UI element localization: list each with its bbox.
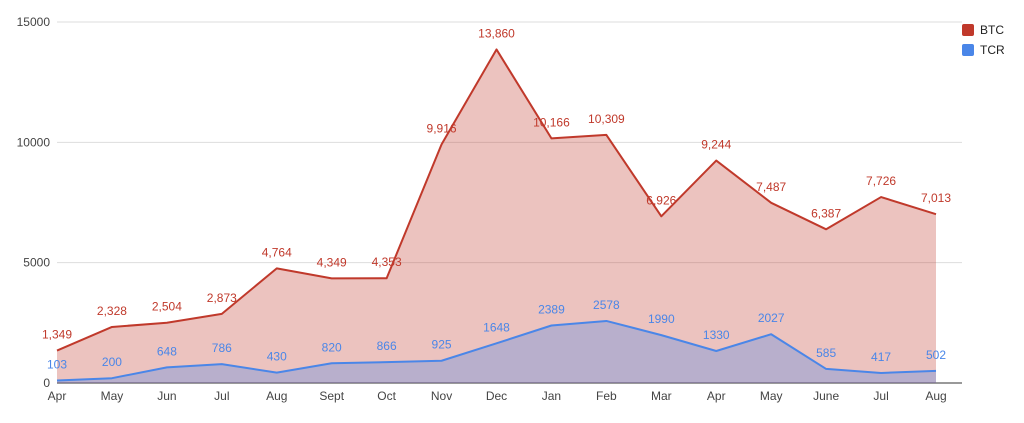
- data-label-btc: 7,487: [756, 180, 786, 194]
- data-label-btc: 4,349: [317, 255, 347, 269]
- data-label-btc: 9,916: [427, 121, 457, 135]
- data-label-tcr: 866: [377, 339, 397, 353]
- area-tcr: [57, 320, 936, 383]
- data-label-btc: 4,764: [262, 245, 292, 259]
- data-label-btc: 2,328: [97, 304, 127, 318]
- x-tick-label: Mar: [651, 389, 672, 403]
- series-lines: [56, 48, 937, 382]
- data-label-tcr: 2027: [758, 311, 785, 325]
- data-label-btc: 7,013: [921, 191, 951, 205]
- y-tick-label: 15000: [17, 15, 51, 29]
- data-label-tcr: 430: [267, 350, 287, 364]
- legend: BTC TCR: [962, 23, 1005, 57]
- line-tcr: [56, 319, 937, 382]
- legend-swatch-btc: [962, 24, 974, 36]
- gridlines: [57, 21, 962, 384]
- data-label-btc: 13,860: [478, 26, 515, 40]
- data-label-tcr: 417: [871, 350, 891, 364]
- legend-label-tcr: TCR: [980, 43, 1005, 57]
- data-label-btc: 6,926: [646, 193, 676, 207]
- x-tick-label: June: [813, 389, 839, 403]
- y-tick-label: 0: [43, 376, 50, 390]
- x-tick-label: Jan: [542, 389, 561, 403]
- legend-label-btc: BTC: [980, 23, 1004, 37]
- x-tick-label: Apr: [48, 389, 67, 403]
- x-tick-label: Oct: [377, 389, 396, 403]
- x-tick-label: Jul: [214, 389, 229, 403]
- data-label-tcr: 200: [102, 355, 122, 369]
- x-axis-ticks: Apr May Jun Jul Aug Sept Oct Nov Dec Jan Feb Mar Apr…: [48, 389, 947, 403]
- x-tick-label: Jun: [157, 389, 176, 403]
- data-label-btc: 2,873: [207, 291, 237, 305]
- data-label-tcr: 925: [432, 338, 452, 352]
- data-label-btc: 2,504: [152, 300, 182, 314]
- data-label-btc: 4,353: [372, 255, 402, 269]
- data-label-tcr: 585: [816, 346, 836, 360]
- x-tick-label: Apr: [707, 389, 726, 403]
- data-label-btc: 1,349: [42, 328, 72, 342]
- x-tick-label: Jul: [873, 389, 888, 403]
- data-labels: 1,349 2,328 2,504 2,873 4,764 4,349 4,353 9,916…: [42, 26, 951, 371]
- x-tick-label: Aug: [925, 389, 946, 403]
- y-axis-ticks: 0 5000 10000 15000: [17, 15, 51, 390]
- data-label-tcr: 1330: [703, 328, 730, 342]
- data-label-tcr: 1990: [648, 312, 675, 326]
- data-label-tcr: 1648: [483, 320, 510, 334]
- data-label-tcr: 786: [212, 341, 232, 355]
- x-tick-label: Aug: [266, 389, 287, 403]
- data-label-btc: 10,166: [533, 115, 570, 129]
- area-btc: [57, 49, 936, 383]
- data-label-btc: 6,387: [811, 206, 841, 220]
- x-tick-label: Sept: [319, 389, 344, 403]
- x-tick-label: May: [101, 389, 124, 403]
- line-btc: [56, 48, 937, 352]
- y-tick-label: 10000: [17, 135, 51, 149]
- x-tick-label: May: [760, 389, 783, 403]
- legend-swatch-tcr: [962, 44, 974, 56]
- series-areas: [57, 49, 936, 383]
- x-tick-label: Dec: [486, 389, 507, 403]
- data-label-tcr: 502: [926, 348, 946, 362]
- x-tick-label: Feb: [596, 389, 617, 403]
- data-label-btc: 9,244: [701, 138, 731, 152]
- data-label-tcr: 2578: [593, 298, 620, 312]
- data-label-tcr: 2389: [538, 303, 565, 317]
- x-tick-label: Nov: [431, 389, 452, 403]
- data-label-tcr: 820: [322, 340, 342, 354]
- y-tick-label: 5000: [23, 256, 50, 270]
- data-label-tcr: 103: [47, 358, 67, 372]
- data-label-btc: 7,726: [866, 174, 896, 188]
- data-label-tcr: 648: [157, 344, 177, 358]
- data-label-btc: 10,309: [588, 112, 625, 126]
